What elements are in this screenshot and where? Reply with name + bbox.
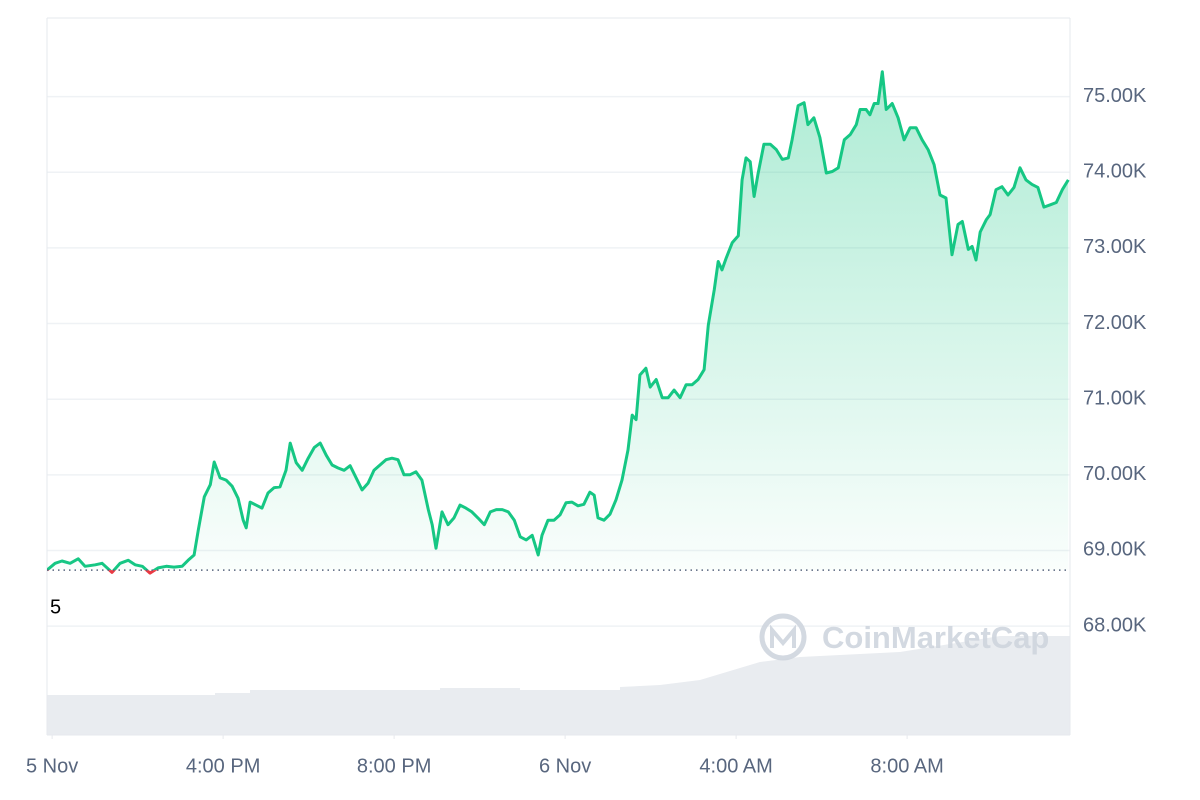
watermark: CoinMarketCap <box>759 613 1049 661</box>
price-line <box>47 70 1070 571</box>
y-tick-label: 68.00K <box>1083 614 1147 636</box>
x-tick-label: 4:00 PM <box>186 755 260 777</box>
watermark-text: CoinMarketCap <box>822 620 1049 655</box>
y-tick-label: 71.00K <box>1083 387 1147 409</box>
x-tick-label: 8:00 PM <box>357 755 431 777</box>
y-tick-label: 74.00K <box>1083 161 1147 183</box>
x-tick-label: 4:00 AM <box>699 755 772 777</box>
price-area <box>47 71 1069 571</box>
watermark-logo <box>759 613 807 661</box>
x-tick-label: 6 Nov <box>539 755 591 777</box>
y-tick-label: 69.00K <box>1083 539 1147 561</box>
x-tick-label: 8:00 AM <box>870 755 943 777</box>
watermark-logo-mark <box>770 624 796 648</box>
x-tick-label: 5 Nov <box>26 755 78 777</box>
y-tick-label: 70.00K <box>1083 463 1147 485</box>
volume-bars <box>47 636 1070 735</box>
baseline-label: 5 <box>50 596 61 618</box>
y-tick-label: 72.00K <box>1083 312 1147 334</box>
y-tick-label: 73.00K <box>1083 236 1147 258</box>
y-tick-label: 75.00K <box>1083 85 1147 107</box>
